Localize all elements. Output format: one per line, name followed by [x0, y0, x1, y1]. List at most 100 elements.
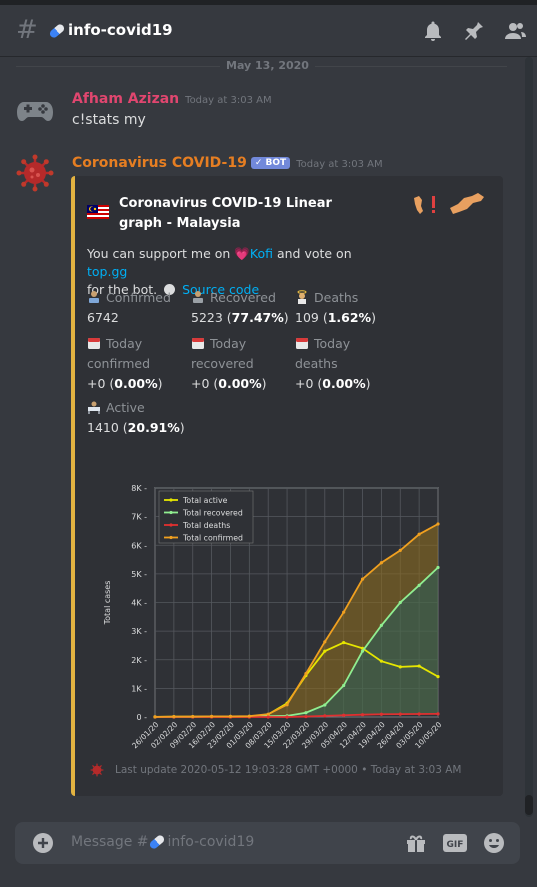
bot-author[interactable]: Coronavirus COVID-19 ✓ BOT Today at 3:03 A… [72, 155, 383, 171]
data-point [417, 664, 421, 668]
y-tick-label: 2K - [131, 656, 147, 665]
malaysia-flag-icon [87, 205, 109, 219]
gif-icon[interactable]: GIF [443, 834, 467, 852]
y-tick-label: 3K - [131, 627, 147, 636]
emoji-icon[interactable] [483, 832, 505, 854]
gift-icon[interactable] [405, 833, 427, 853]
virus-icon [90, 763, 104, 777]
data-point [342, 610, 346, 614]
message-author[interactable]: Afham Azizan Today at 3:03 AM [72, 91, 272, 107]
data-point [360, 577, 365, 581]
pill-icon [48, 22, 66, 39]
data-point [323, 703, 327, 707]
data-point [379, 623, 383, 627]
data-point [398, 548, 402, 553]
members-icon[interactable] [503, 19, 527, 43]
data-point [436, 675, 440, 679]
data-point [342, 713, 346, 717]
bell-icon[interactable] [421, 19, 445, 43]
data-point [342, 640, 346, 645]
data-point [304, 714, 308, 719]
data-point [360, 649, 365, 653]
scrollbar-thumb[interactable] [525, 795, 533, 815]
embed-footer: Last update 2020-05-12 19:03:28 GMT +000… [90, 763, 462, 777]
y-tick-label: 6K - [131, 541, 147, 550]
y-tick-label: 1K - [131, 684, 147, 693]
github-icon [164, 284, 176, 295]
pin-icon[interactable] [462, 19, 486, 43]
data-point [417, 532, 421, 536]
bot-tag: ✓ BOT [250, 157, 291, 169]
calendar-icon [296, 338, 308, 349]
field-deaths: Deaths 109 (1.62%) [295, 290, 376, 325]
data-point [436, 712, 440, 716]
data-point [210, 714, 214, 718]
covid-line-chart[interactable]: 0 -1K -2K -3K -4K -5K -6K -7K -8K -26/01… [100, 474, 460, 749]
data-point [436, 565, 440, 570]
field-active: Active 1410 (20.91%) [87, 400, 185, 435]
topgg-link[interactable]: top.gg [87, 264, 128, 279]
legend-label: Total confirmed [182, 534, 243, 543]
data-point [247, 714, 251, 718]
data-point [323, 714, 327, 718]
data-point [398, 600, 402, 605]
virus-avatar[interactable] [15, 153, 55, 193]
y-tick-label: 8K - [131, 484, 147, 493]
embed-title: Coronavirus COVID-19 Linear graph - Mala… [119, 196, 332, 231]
y-tick-label: 5K - [131, 570, 147, 579]
field-today-deaths: Today deaths +0 (0.00%) [295, 336, 371, 391]
field-today-confirmed: Today confirmed +0 (0.00%) [87, 336, 163, 391]
field-today-recovered: Today recovered +0 (0.00%) [191, 336, 267, 391]
recovered-icon [193, 291, 203, 303]
kofi-link[interactable]: Kofi [249, 246, 273, 261]
header-toolbar [409, 19, 527, 47]
stats-embed: Coronavirus COVID-19 Linear graph - Mala… [71, 176, 503, 796]
message-timestamp: Today at 3:03 AM [185, 95, 272, 106]
legend-marker [169, 498, 173, 502]
data-point [398, 665, 402, 669]
scrollbar[interactable] [525, 57, 533, 817]
data-point [398, 712, 402, 716]
gamepad-avatar[interactable] [15, 89, 55, 129]
data-point [191, 714, 195, 719]
legend-marker [169, 535, 173, 540]
data-point [379, 561, 383, 565]
legend-marker [169, 510, 173, 515]
data-point [379, 712, 383, 716]
legend-label: Total deaths [182, 521, 230, 530]
data-point [436, 522, 440, 526]
malaysia-map-thumbnail [414, 193, 484, 214]
embed-description: You can support me on 💗Kofi and vote on … [87, 246, 352, 297]
legend-marker [169, 523, 173, 527]
recovered-area [155, 567, 438, 717]
hospital-bed-icon [88, 401, 100, 414]
y-axis-label: Total cases [103, 581, 112, 626]
legend-label: Total active [182, 496, 228, 505]
message-input[interactable]: Message # info-covid19 [71, 833, 255, 851]
y-tick-label: 4K - [131, 599, 147, 608]
angel-icon [297, 290, 307, 304]
message-input-bar[interactable]: Message # info-covid19 GIF [15, 822, 520, 864]
channel-hash-icon: # [16, 15, 38, 45]
series-line-total-confirmed [154, 523, 439, 718]
heart-icon: 💗 [234, 246, 250, 261]
date-label: May 13, 2020 [220, 59, 315, 72]
patient-icon [89, 291, 99, 303]
data-point [266, 715, 270, 719]
y-tick-label: 7K - [131, 513, 147, 522]
data-point [153, 715, 157, 719]
svg-text:GIF: GIF [447, 840, 464, 850]
data-point [228, 714, 233, 718]
pill-icon [147, 833, 166, 851]
channel-header: # info-covid19 [0, 0, 537, 57]
data-point [172, 715, 176, 719]
legend-label: Total recovered [182, 509, 243, 518]
data-point [360, 713, 365, 717]
data-point [266, 712, 270, 716]
y-tick-label: 0 - [136, 713, 147, 722]
data-point [285, 715, 289, 719]
plus-icon[interactable] [33, 833, 53, 853]
source-code-link[interactable]: Source code [182, 282, 260, 297]
data-point [323, 640, 327, 644]
field-confirmed: Confirmed 6742 [87, 290, 171, 325]
